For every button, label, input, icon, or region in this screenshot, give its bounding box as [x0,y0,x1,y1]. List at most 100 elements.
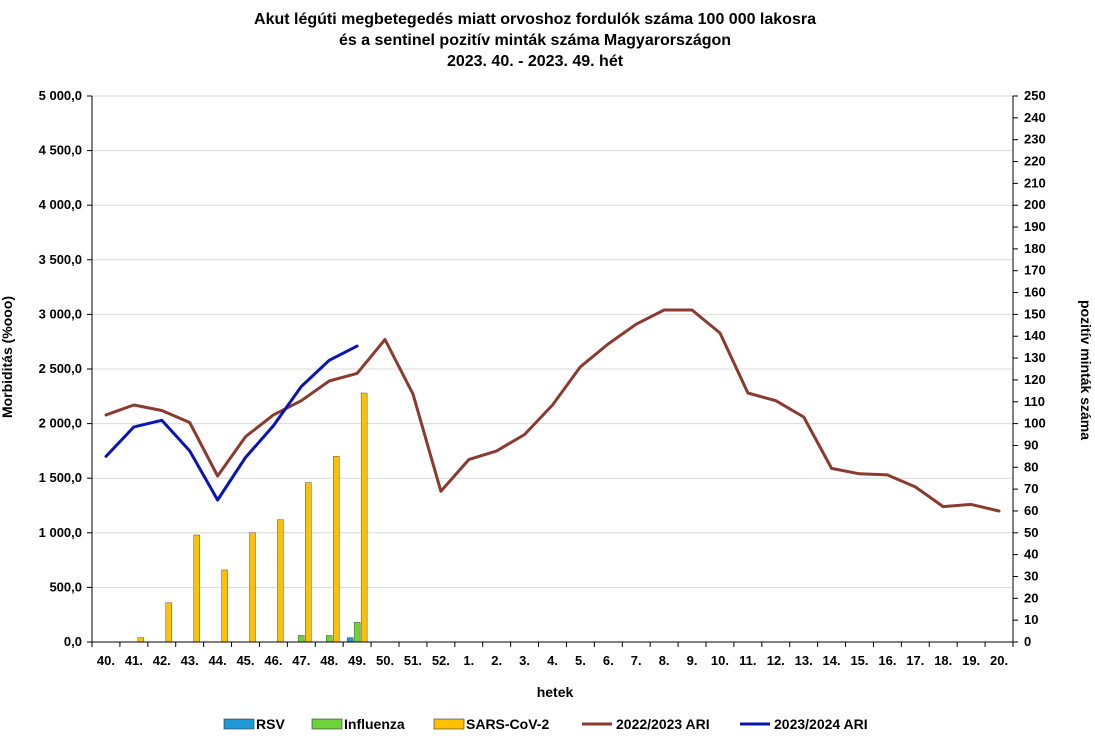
x-tick-label: 43. [181,653,199,668]
x-tick-label: 2. [491,653,502,668]
x-tick-label: 9. [687,653,698,668]
y-right-tick-label: 150 [1024,306,1046,321]
y-right-tick-label: 140 [1024,328,1046,343]
x-tick-label: 19. [962,653,980,668]
y-right-tick-label: 110 [1024,394,1045,409]
x-tick-label: 40. [97,653,115,668]
bar-sars-cov-2 [221,569,228,643]
chart-title: Akut légúti megbetegedés miatt orvoshoz … [254,11,816,70]
x-tick-label: 16. [878,653,896,668]
x-tick-label: 41. [125,653,143,668]
y-left-tick-label: 3 500,0 [39,252,82,267]
legend-label: SARS-CoV-2 [466,716,549,732]
y-right-tick-label: 170 [1024,263,1046,278]
bar-sars-cov-2 [305,482,312,643]
y-left-tick-label: 1 000,0 [39,525,82,540]
y-left-tick-label: 2 000,0 [39,416,82,431]
y-left-tick-label: 3 000,0 [39,306,82,321]
x-axis-title: hetek [537,684,574,700]
y-right-tick-label: 30 [1024,568,1038,583]
legend-label: RSV [256,716,285,732]
bar-influenza [326,635,333,643]
title-line-1: Akut légúti megbetegedés miatt orvoshoz … [254,11,816,28]
title-line-2: és a sentinel pozitív minták száma Magya… [339,32,731,49]
legend-swatch [433,718,465,730]
x-tick-label: 51. [404,653,422,668]
y-right-tick-label: 100 [1024,416,1046,431]
x-tick-label: 3. [519,653,530,668]
y-left-tick-label: 1 500,0 [39,470,82,485]
y-axis-right-title: pozitív minták száma [1078,300,1094,440]
y-right-tick-label: 0 [1024,634,1031,649]
y-right-tick-label: 210 [1024,175,1046,190]
y-axis-left-title: Morbiditás (%ooo) [0,296,15,418]
y-right-tick-label: 230 [1024,132,1046,147]
x-tick-label: 44. [209,653,227,668]
x-tick-label: 4. [547,653,558,668]
x-tick-label: 1. [463,653,474,668]
y-right-tick-label: 190 [1024,219,1046,234]
y-right-tick-label: 40 [1024,547,1038,562]
bar-sars-cov-2 [277,519,284,643]
y-right-tick-label: 50 [1024,525,1038,540]
y-right-tick-label: 160 [1024,285,1046,300]
y-right-tick-label: 200 [1024,197,1046,212]
x-tick-label: 48. [320,653,338,668]
y-left-tick-label: 4 000,0 [39,197,82,212]
bar-sars-cov-2 [137,637,145,643]
legend-label: 2022/2023 ARI [616,716,710,732]
bar-rsv [346,637,354,643]
y-left-tick-label: 500,0 [49,579,82,594]
x-tick-label: 17. [906,653,924,668]
x-tick-label: 13. [795,653,813,668]
x-tick-label: 49. [348,653,366,668]
x-tick-label: 42. [153,653,171,668]
bar-sars-cov-2 [249,532,256,643]
y-right-tick-label: 60 [1024,503,1038,518]
line-series-2022-2023-ari [104,308,1001,513]
x-tick-label: 18. [934,653,952,668]
x-tick-label: 11. [739,653,756,668]
bar-influenza [298,635,305,643]
gridlines [92,95,1013,588]
x-tick-label: 7. [631,653,642,668]
x-tick-label: 45. [236,653,254,668]
x-tick-label: 47. [292,653,310,668]
y-right-tick-label: 20 [1024,590,1038,605]
y-right-tick-label: 80 [1024,459,1038,474]
bar-influenza [353,622,361,643]
legend: RSV Influenza SARS-CoV-2 2022/2023 ARI 2023/… [223,716,868,732]
x-tick-label: 5. [575,653,586,668]
lines [104,308,1001,513]
axes [87,95,1018,647]
x-tick-label: 15. [850,653,868,668]
x-tick-label: 50. [376,653,394,668]
x-tick-label: 12. [767,653,785,668]
y-left-tick-label: 0,0 [64,634,82,649]
x-tick-label: 10. [711,653,729,668]
y-right-tick-label: 120 [1024,372,1046,387]
y-right-tick-label: 220 [1024,154,1046,169]
title-line-3: 2023. 40. - 2023. 49. hét [447,53,624,70]
legend-swatch [223,718,255,730]
bar-sars-cov-2 [333,456,340,643]
legend-label: 2023/2024 ARI [774,716,868,732]
bar-sars-cov-2 [360,392,368,643]
x-tick-label: 46. [264,653,282,668]
y-right-tick-label: 90 [1024,437,1038,452]
legend-label: Influenza [344,716,405,732]
x-tick-label: 52. [432,653,450,668]
y-right-tick-label: 250 [1024,88,1046,103]
y-right-tick-label: 10 [1024,612,1038,627]
y-right-tick-label: 240 [1024,110,1046,125]
x-tick-label: 20. [990,653,1008,668]
y-right-tick-label: 180 [1024,241,1046,256]
y-left-tick-label: 2 500,0 [39,361,82,376]
x-tick-label: 8. [659,653,670,668]
y-right-tick-label: 70 [1024,481,1038,496]
y-right-tick-label: 130 [1024,350,1046,365]
tick-labels: 0,0 500,0 1 000,0 1 500,0 2 000,0 2 500,0 3 00… [39,88,1046,668]
x-tick-label: 14. [823,653,841,668]
legend-swatch [311,718,343,730]
